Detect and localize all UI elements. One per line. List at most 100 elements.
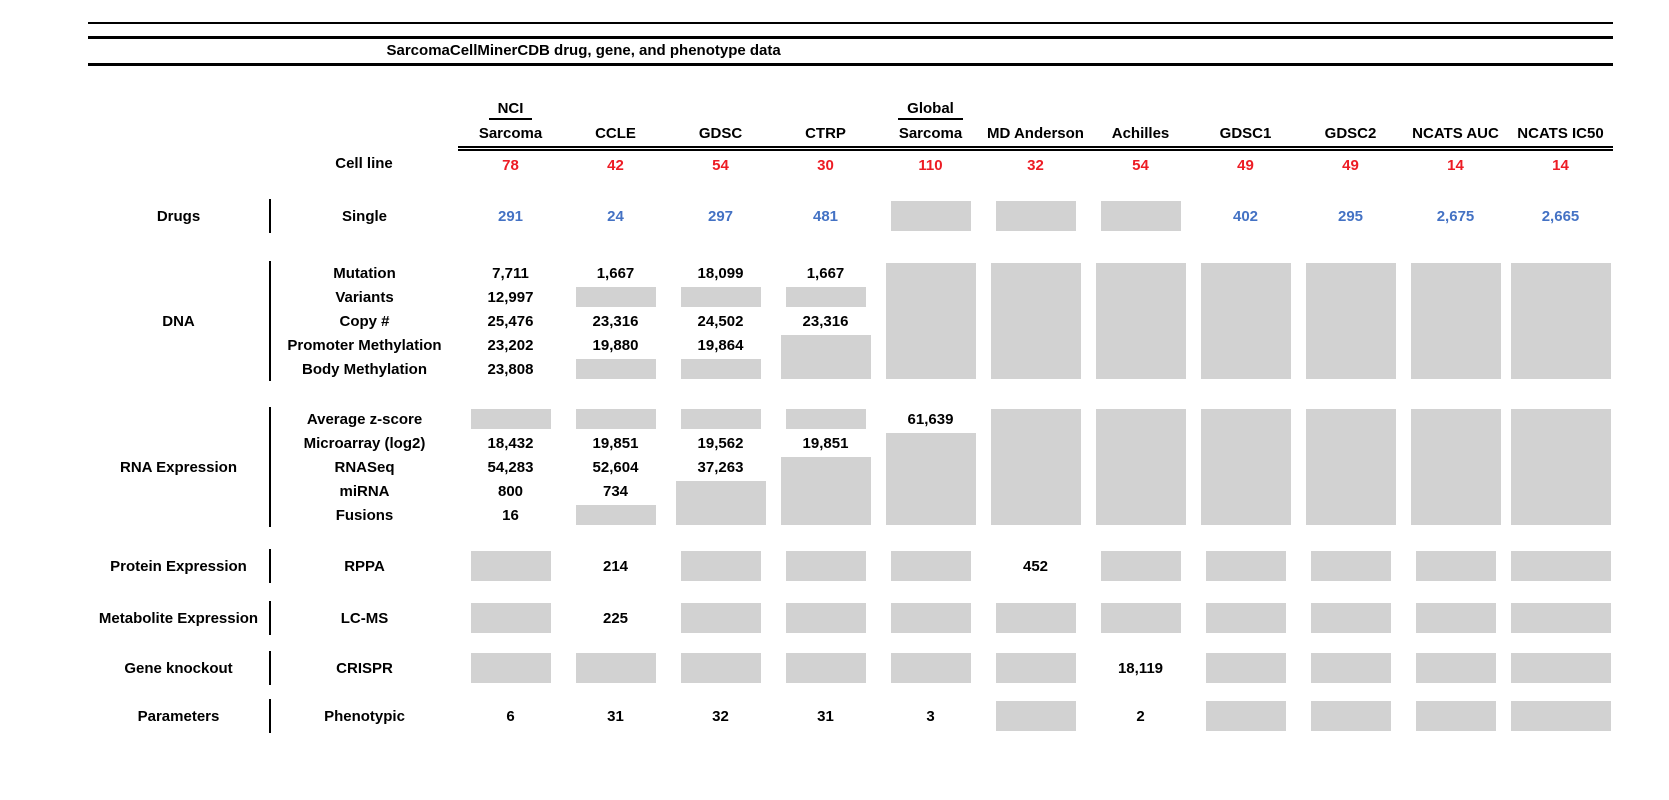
- header-label-spacer: [88, 120, 458, 145]
- value-cell: 2,675: [1436, 207, 1475, 225]
- row-label: Average z-score: [269, 407, 458, 431]
- no-data-box: [470, 653, 551, 683]
- no-data-box: [1205, 551, 1286, 581]
- value-cell: 24,502: [697, 312, 744, 330]
- value-cell: 734: [602, 482, 629, 500]
- section-parameters: Parameters Phenotypic 6 31 32 31 3 2: [88, 699, 1613, 733]
- value-cell: 800: [497, 482, 524, 500]
- column-header-topline: [983, 96, 1088, 120]
- no-data-cell: [983, 407, 1088, 527]
- column-header: NCATS AUC: [1412, 125, 1499, 142]
- no-data-cell: [773, 651, 878, 685]
- category-label: Metabolite Expression: [98, 609, 259, 627]
- no-data-cell: [1403, 407, 1508, 527]
- no-data-cell: [563, 407, 668, 431]
- page-title: SarcomaCellMinerCDB drug, gene, and phen…: [386, 42, 781, 59]
- no-data-cell: [458, 601, 563, 635]
- no-data-cell: [1298, 407, 1403, 527]
- cell-line-count: 49: [1342, 156, 1359, 174]
- cell-line-count: 42: [607, 156, 624, 174]
- no-data-cell: [563, 285, 668, 309]
- no-data-box: [785, 287, 866, 307]
- no-data-cell: [1193, 699, 1298, 733]
- no-data-cell: [1508, 699, 1613, 733]
- title-band: SarcomaCellMinerCDB drug, gene, and phen…: [88, 36, 1613, 66]
- value-cell: 31: [817, 707, 834, 725]
- no-data-cell: [773, 333, 878, 381]
- row-label: Microarray (log2): [269, 431, 458, 455]
- no-data-box: [1510, 263, 1611, 379]
- header-label-spacer: [88, 96, 458, 120]
- no-data-cell: [1298, 651, 1403, 685]
- value-cell: 37,263: [697, 458, 744, 476]
- no-data-box: [1095, 263, 1186, 379]
- cell-line-count: 32: [1027, 156, 1044, 174]
- no-data-cell: [1403, 601, 1508, 635]
- no-data-box: [1305, 263, 1396, 379]
- no-data-box: [575, 287, 656, 307]
- header-double-rule: [458, 144, 1613, 151]
- row-label: RNASeq: [269, 455, 458, 479]
- no-data-cell: [878, 601, 983, 635]
- value-cell: 2,665: [1541, 207, 1580, 225]
- column-header-topline: [1298, 96, 1403, 120]
- no-data-cell: [1193, 549, 1298, 583]
- no-data-box: [785, 653, 866, 683]
- no-data-box: [1305, 409, 1396, 525]
- value-cell: 481: [812, 207, 839, 225]
- no-data-box: [1510, 551, 1611, 581]
- value-cell: 295: [1337, 207, 1364, 225]
- cell-line-count: 14: [1552, 156, 1569, 174]
- value-cell: 402: [1232, 207, 1259, 225]
- value-cell: 7,711: [492, 264, 529, 282]
- no-data-cell: [1508, 601, 1613, 635]
- no-data-cell: [983, 261, 1088, 381]
- no-data-box: [885, 433, 976, 525]
- no-data-cell: [1403, 261, 1508, 381]
- no-data-box: [990, 263, 1081, 379]
- value-cell: 23,316: [802, 312, 849, 330]
- row-label: Fusions: [269, 503, 458, 527]
- value-cell: 6: [506, 707, 515, 725]
- no-data-cell: [878, 651, 983, 685]
- value-cell: 18,432: [487, 434, 534, 452]
- no-data-box: [1415, 653, 1496, 683]
- category-label: Protein Expression: [110, 557, 247, 575]
- column-header-topline: [1088, 96, 1193, 120]
- column-header-topline: [1508, 96, 1613, 120]
- value-cell: 31: [607, 707, 624, 725]
- no-data-cell: [1298, 549, 1403, 583]
- no-data-cell: [773, 549, 878, 583]
- no-data-cell: [668, 479, 773, 527]
- value-cell: 12,997: [487, 288, 534, 306]
- column-header-topline: NCI: [458, 96, 563, 120]
- row-label: Promoter Methylation: [269, 333, 458, 357]
- header-table: NCI Global Sarcoma CCLE GDSC CTRP Sarcoma MD An…: [88, 96, 1613, 179]
- no-data-box: [1510, 701, 1611, 731]
- no-data-cell: [563, 651, 668, 685]
- column-header: Achilles: [1111, 125, 1170, 142]
- row-label: miRNA: [269, 479, 458, 503]
- section-dna: DNA Mutation 7,711 1,667 18,099 1,667 Variants…: [88, 261, 1613, 381]
- no-data-box: [995, 201, 1076, 231]
- no-data-cell: [1088, 549, 1193, 583]
- no-data-box: [890, 603, 971, 633]
- no-data-box: [1200, 409, 1291, 525]
- page: SarcomaCellMinerCDB drug, gene, and phen…: [88, 22, 1613, 733]
- column-header: GDSC: [698, 125, 743, 142]
- value-cell: 18,099: [697, 264, 744, 282]
- no-data-cell: [1193, 601, 1298, 635]
- no-data-cell: [878, 431, 983, 527]
- value-cell: 452: [1022, 557, 1049, 575]
- no-data-box: [1410, 263, 1501, 379]
- no-data-box: [785, 551, 866, 581]
- value-cell: 3: [926, 707, 935, 725]
- no-data-box: [1205, 701, 1286, 731]
- no-data-box: [890, 551, 971, 581]
- value-cell: 23,316: [592, 312, 639, 330]
- no-data-box: [575, 409, 656, 429]
- no-data-cell: [983, 199, 1088, 233]
- column-header-topline: [1403, 96, 1508, 120]
- no-data-cell: [1403, 549, 1508, 583]
- no-data-box: [1310, 653, 1391, 683]
